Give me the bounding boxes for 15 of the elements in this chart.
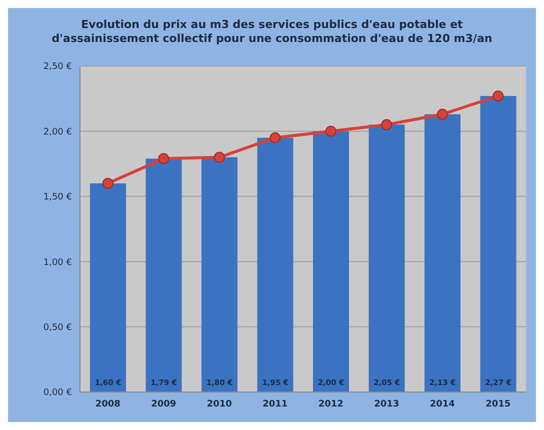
y-tick-label: 0,50 €	[43, 322, 72, 333]
x-tick-label: 2008	[95, 399, 120, 410]
y-tick-label: 2,00 €	[43, 127, 72, 138]
x-tick-label: 2012	[318, 399, 344, 410]
x-tick-label: 2009	[151, 399, 176, 410]
x-tick-label: 2010	[206, 399, 232, 410]
y-tick-label: 0,00 €	[43, 388, 72, 398]
y-tick-label: 1,50 €	[43, 192, 72, 203]
x-tick-label: 2014	[430, 399, 455, 410]
chart-title: Evolution du prix au m3 des services publics d'eau potable et d'assainissement collectif pour une consommation d'eau de 120 m3/an	[50, 18, 494, 46]
y-tick-label: 1,00 €	[43, 258, 72, 268]
x-tick-label: 2013	[374, 399, 400, 410]
x-tick-label: 2011	[262, 399, 288, 410]
x-tick-label: 2015	[486, 399, 511, 410]
y-tick-label: 2,50 €	[43, 62, 72, 72]
